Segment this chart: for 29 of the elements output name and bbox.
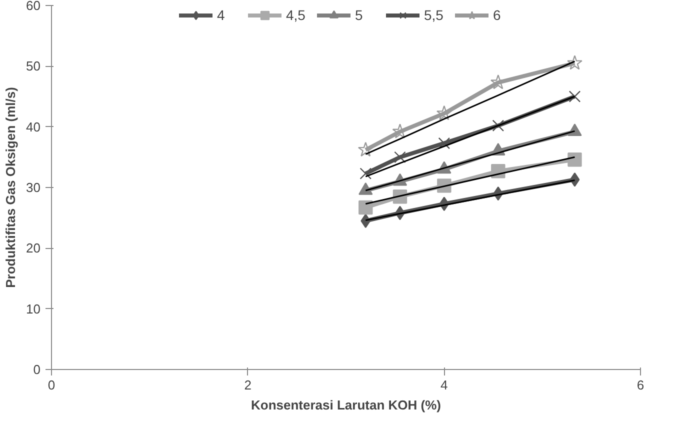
point: [360, 214, 371, 228]
point: [394, 151, 406, 164]
legend-label: 5: [355, 7, 364, 23]
legend-label: 5,5: [424, 7, 444, 23]
point: [492, 120, 504, 132]
point: [358, 142, 374, 157]
point: [568, 152, 582, 167]
point: [566, 55, 582, 70]
y-tick-label: 60: [26, 0, 41, 13]
y-tick-label: 50: [26, 58, 41, 74]
x-tick-label: 6: [636, 378, 644, 392]
x-tick-label: 2: [244, 378, 252, 392]
x-tick-label: 4: [440, 378, 448, 392]
point: [358, 200, 373, 215]
x-axis-title: Konsenterasi Larutan KOH (%): [251, 398, 441, 412]
point: [438, 137, 450, 150]
y-tick-label: 10: [26, 301, 41, 316]
y-tick-label: 0: [33, 362, 41, 377]
point: [360, 168, 372, 180]
legend-label: 4: [217, 7, 226, 23]
y-tick-label: 30: [26, 180, 41, 195]
legend-label: 4,5: [286, 7, 306, 23]
legend-label: 6: [493, 7, 502, 23]
point: [568, 90, 581, 102]
point: [436, 105, 452, 120]
y-tick-label: 20: [26, 240, 41, 256]
y-axis-title: Produktifitas Gas Oksigen (ml/s): [3, 87, 18, 288]
y-tick-label: 40: [26, 119, 41, 134]
x-tick-label: 0: [48, 378, 56, 392]
